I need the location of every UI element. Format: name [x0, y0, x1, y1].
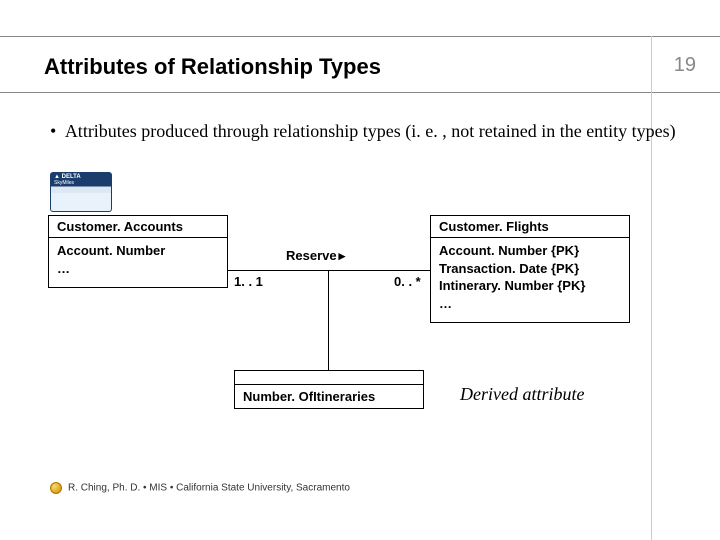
entity-attr: … [439, 295, 621, 313]
association-class: Number. OfItineraries [234, 370, 424, 409]
association-class-header [235, 371, 423, 385]
seal-icon [50, 482, 62, 494]
entity-attr: Account. Number {PK} [439, 242, 621, 260]
derived-attribute-label: Derived attribute [460, 384, 584, 405]
entity-header: Customer. Accounts [49, 216, 227, 238]
entity-attr: Account. Number [57, 242, 219, 260]
relationship-label: Reserve▸ [286, 248, 345, 264]
footer-text: R. Ching, Ph. D. • MIS • California Stat… [68, 483, 350, 494]
top-rule [0, 36, 720, 37]
slide-title: Attributes of Relationship Types [44, 54, 381, 80]
relationship-name: Reserve [286, 248, 337, 263]
page-number: 19 [674, 54, 696, 77]
entity-customer-flights: Customer. Flights Account. Number {PK} T… [430, 215, 630, 323]
card-program: SkyMiles [54, 180, 74, 186]
right-separator [651, 36, 652, 540]
entity-attr: Intinerary. Number {PK} [439, 277, 621, 295]
entity-attr: Transaction. Date {PK} [439, 260, 621, 278]
entity-header: Customer. Flights [431, 216, 629, 238]
association-line [228, 270, 430, 271]
association-class-attr: Number. OfItineraries [235, 385, 423, 408]
bullet-point: Attributes produced through relationship… [50, 120, 680, 143]
credit-card-image: ▲ DELTA SkyMiles [50, 172, 112, 212]
association-connector [328, 271, 329, 371]
cardinality-right: 0. . * [394, 274, 421, 289]
entity-attr: … [57, 260, 219, 278]
entity-customer-accounts: Customer. Accounts Account. Number … [48, 215, 228, 288]
direction-arrow-icon: ▸ [339, 248, 346, 264]
title-underline [0, 92, 720, 93]
footer: R. Ching, Ph. D. • MIS • California Stat… [50, 482, 350, 494]
entity-body: Account. Number {PK} Transaction. Date {… [431, 238, 629, 322]
entity-body: Account. Number … [49, 238, 227, 287]
cardinality-left: 1. . 1 [234, 274, 263, 289]
